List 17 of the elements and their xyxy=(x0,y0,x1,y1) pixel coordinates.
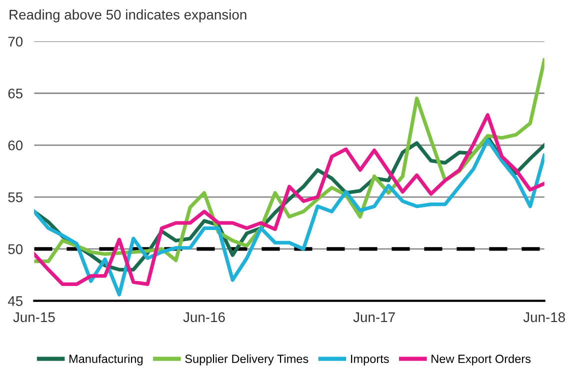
x-tick-label: Jun-16 xyxy=(183,312,225,322)
x-tick-label: Jun-18 xyxy=(523,312,565,322)
y-tick-label: 60 xyxy=(8,140,23,150)
y-tick-label: 50 xyxy=(8,244,23,254)
legend-label: Imports xyxy=(351,354,389,366)
y-tick-label: 55 xyxy=(8,192,23,202)
legend-label: Supplier Delivery Times xyxy=(185,354,308,366)
legend-label: Manufacturing xyxy=(69,354,143,366)
chart-title: Reading above 50 indicates expansion xyxy=(10,9,246,22)
legend-label: New Export Orders xyxy=(432,354,531,366)
line-series xyxy=(34,113,544,286)
line-series xyxy=(34,138,544,296)
x-tick-label: Jun-15 xyxy=(13,312,55,322)
x-tick-label: Jun-17 xyxy=(353,312,395,322)
y-tick-label: 65 xyxy=(8,88,23,98)
y-tick-label: 70 xyxy=(8,36,23,47)
y-tick-label: 45 xyxy=(8,296,23,306)
